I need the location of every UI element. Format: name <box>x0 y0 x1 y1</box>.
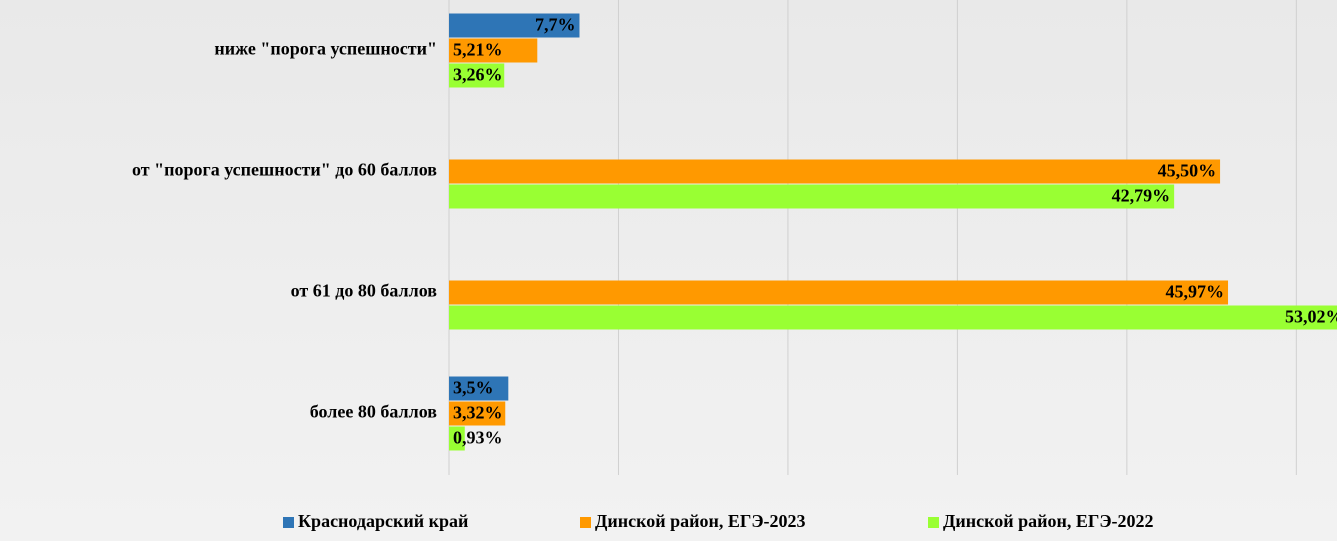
legend-swatch <box>283 517 294 528</box>
bar <box>449 401 506 426</box>
bar <box>449 159 1221 184</box>
y-tick-label: от 61 до 80 баллов <box>291 281 438 301</box>
y-tick-label: от "порога успешности" до 60 баллов <box>132 160 437 180</box>
data-label: 3,32% <box>453 403 503 423</box>
bar <box>449 184 1175 209</box>
bar <box>449 13 580 38</box>
y-tick-label: более 80 баллов <box>310 402 438 422</box>
y-tick-label: ниже "порога успешности" <box>214 39 437 59</box>
legend-label: Краснодарский край <box>298 511 468 531</box>
data-label: 53,02% <box>1285 307 1337 327</box>
bar <box>449 426 465 451</box>
legend-label: Динской район, ЕГЭ-2022 <box>943 511 1154 531</box>
legend-label: Динской район, ЕГЭ-2023 <box>595 511 806 531</box>
data-label: 3,5% <box>453 378 494 398</box>
data-label: 5,21% <box>453 40 503 60</box>
bar <box>449 376 509 401</box>
data-label: 0,93% <box>453 428 503 448</box>
bar <box>449 38 538 63</box>
legend-swatch <box>580 517 591 528</box>
legend-swatch <box>928 517 939 528</box>
bar <box>449 280 1229 305</box>
data-label: 45,50% <box>1158 161 1217 181</box>
bar <box>449 305 1337 330</box>
data-label: 3,26% <box>453 65 503 85</box>
data-label: 42,79% <box>1112 186 1171 206</box>
data-label: 45,97% <box>1166 282 1225 302</box>
data-label: 7,7% <box>535 15 576 35</box>
bar <box>449 63 505 88</box>
